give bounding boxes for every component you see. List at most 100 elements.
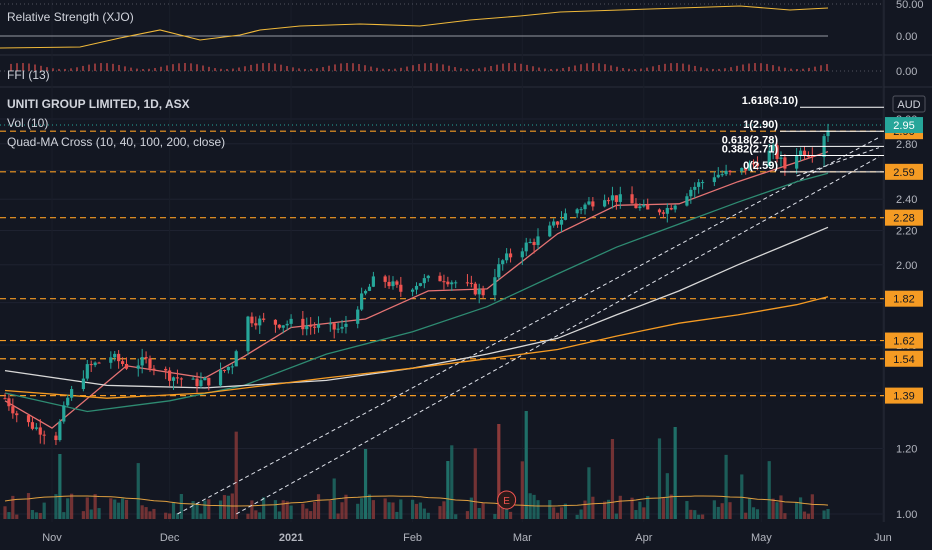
volume-bar <box>775 502 779 519</box>
ffi-bar <box>760 63 762 71</box>
volume-bar <box>175 513 180 519</box>
ffi-bar <box>388 69 390 71</box>
candle-body <box>152 368 156 370</box>
volume-bar <box>344 494 348 519</box>
candle-body <box>124 363 129 369</box>
candle-body <box>716 174 720 178</box>
candle-body <box>532 241 536 246</box>
rs-pane-label[interactable]: Relative Strength (XJO) <box>7 10 134 24</box>
volume-bar <box>689 509 693 519</box>
ffi-bar <box>748 63 750 71</box>
volume-bar <box>481 503 485 519</box>
candle-body <box>575 209 579 214</box>
candle-body <box>226 366 230 371</box>
ffi-pane-label[interactable]: FFI (13) <box>7 68 50 82</box>
ffi-bar <box>772 65 774 71</box>
candle-body <box>410 289 415 292</box>
volume-bar <box>387 502 391 519</box>
ffi-bar <box>166 65 168 71</box>
volume-bar <box>120 498 125 519</box>
candle-body <box>497 264 501 278</box>
candle-body <box>313 326 317 328</box>
volume-bar <box>810 494 814 519</box>
volume-bar <box>583 500 587 519</box>
volume-bar <box>164 512 168 519</box>
volume-bar <box>199 513 203 519</box>
level-badge-label: 1.82 <box>893 294 914 306</box>
candle-body <box>340 326 344 329</box>
earnings-marker <box>497 490 517 510</box>
candle-body <box>113 353 117 358</box>
candle-body <box>724 170 728 175</box>
candle-body <box>806 156 811 158</box>
ffi-bar <box>142 68 144 71</box>
ffi-bar <box>718 68 720 71</box>
candle-body <box>493 277 497 296</box>
ffi-bar <box>214 68 216 71</box>
ffi-pane <box>0 63 884 72</box>
volume-bar <box>281 500 285 519</box>
volume-bar <box>195 503 199 519</box>
candle-body <box>207 377 211 386</box>
ffi-bar <box>418 63 420 71</box>
volume-bar <box>579 509 583 519</box>
y-tick-label: 2.80 <box>896 139 917 151</box>
volume-bar <box>552 507 556 519</box>
candle-body <box>191 378 195 380</box>
ffi-bar <box>334 64 336 71</box>
volume-bar <box>806 513 811 519</box>
ffi-bar <box>376 67 378 71</box>
level-badge <box>885 387 923 404</box>
candle-body <box>391 281 395 287</box>
volume-bar <box>250 500 254 519</box>
volume-bar <box>367 494 372 519</box>
y-tick-label: 1.00 <box>896 509 917 521</box>
ma-cross-label[interactable]: Quad-MA Cross (10, 40, 100, 200, close) <box>7 135 226 149</box>
trendline <box>796 147 880 177</box>
ffi-bar <box>736 65 738 71</box>
ffi-bar <box>58 68 60 71</box>
candle-body <box>258 318 262 326</box>
candle-body <box>693 186 697 190</box>
time-axis[interactable]: Nov Dec 2021 Feb Mar Apr May Jun <box>42 532 891 544</box>
level-badge-label: 1.62 <box>893 336 914 348</box>
fib-label: 0.618(2.78) <box>722 134 779 146</box>
candle-body <box>634 203 638 209</box>
ffi-bar <box>508 63 510 71</box>
volume-bar <box>399 499 403 519</box>
candle-body <box>563 213 568 220</box>
ffi-bar <box>346 63 348 71</box>
candle-body <box>11 406 15 414</box>
volume-bar <box>505 506 509 519</box>
ffi-bar <box>406 66 408 71</box>
candle-body <box>418 283 423 286</box>
volume-bar <box>520 461 524 519</box>
ffi-bar <box>424 63 426 71</box>
price-axis[interactable]: 1.001.201.401.601.802.002.202.402.602.80… <box>885 0 926 521</box>
volume-bar <box>614 513 618 519</box>
ffi-bar <box>790 68 792 71</box>
volume-bar <box>15 514 19 519</box>
candle-body <box>642 204 646 207</box>
ffi-bar <box>670 63 672 71</box>
fib-label: 1(2.90) <box>743 119 778 131</box>
candle-body <box>657 209 662 213</box>
volume-bar <box>218 500 223 519</box>
candle-body <box>689 189 693 197</box>
ffi-bar <box>454 67 456 71</box>
volume-bar <box>26 493 31 519</box>
grid <box>0 0 932 522</box>
volume-bar <box>207 499 211 519</box>
ffi-bar <box>526 64 528 71</box>
symbol-title: UNITI GROUP LIMITED, 1D, ASX <box>7 97 190 111</box>
volume-bars: E <box>3 411 830 519</box>
ffi-bar <box>484 67 486 71</box>
x-tick-label: 2021 <box>279 532 303 544</box>
candle-body <box>618 194 622 202</box>
candle-body <box>414 285 419 290</box>
volume-bar <box>728 502 732 519</box>
ffi-bar <box>280 64 282 71</box>
volume-bar <box>277 511 281 519</box>
volume-label[interactable]: Vol (10) <box>7 116 49 130</box>
